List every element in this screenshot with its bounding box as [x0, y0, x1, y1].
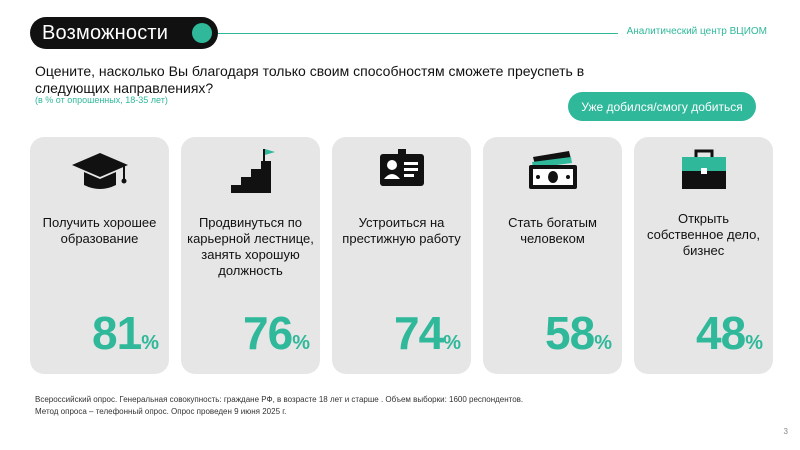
card-wealth: Стать богатым человеком 58%	[483, 137, 622, 374]
card-value: 48%	[696, 310, 763, 366]
card-value: 74%	[394, 310, 461, 366]
card-value-unit: %	[745, 332, 763, 354]
card-label: Стать богатым человеком	[508, 215, 597, 246]
accent-dot	[192, 23, 212, 43]
legend-label: Уже добился/смогу добиться	[581, 99, 743, 114]
card-value-unit: %	[141, 332, 159, 354]
card-label: Открыть собственное дело, бизнес	[646, 211, 760, 258]
money-bills-icon	[483, 147, 622, 197]
card-value-unit: %	[443, 332, 461, 354]
card-label: Получить хорошее образование	[42, 215, 157, 246]
methodology-note: Всероссийский опрос. Генеральная совокуп…	[35, 394, 523, 418]
section-title-pill: Возможности	[30, 17, 218, 49]
card-value-number: 48	[696, 307, 746, 359]
question-text: Оцените, насколько Вы благодаря только с…	[35, 63, 585, 96]
card-value: 58%	[545, 310, 612, 366]
methodology-line-1: Всероссийский опрос. Генеральная совокуп…	[35, 395, 524, 404]
card-business: Открыть собственное дело, бизнес 48%	[634, 137, 773, 374]
briefcase-icon	[634, 147, 773, 197]
card-value: 76%	[243, 310, 310, 366]
id-badge-icon	[332, 147, 471, 197]
org-name: Аналитический центр ВЦИОМ	[626, 26, 767, 37]
question-note: (в % от опрошенных, 18-35 лет)	[35, 95, 168, 105]
career-stairs-flag-icon	[181, 147, 320, 197]
card-value-number: 81	[92, 307, 142, 359]
card-education: Получить хорошее образование 81%	[30, 137, 169, 374]
card-career: Продвинуться по карьерной лестнице, заня…	[181, 137, 320, 374]
graduation-cap-icon	[30, 147, 169, 197]
header-divider	[218, 33, 618, 34]
cards-row: Получить хорошее образование 81% Продвин…	[30, 137, 775, 374]
card-value-unit: %	[594, 332, 612, 354]
legend-badge: Уже добился/смогу добиться	[568, 92, 756, 121]
section-title: Возможности	[42, 21, 169, 44]
card-job: Устроиться на престижную работу 74%	[332, 137, 471, 374]
methodology-line-2: Метод опроса – телефонный опрос. Опрос п…	[35, 407, 287, 416]
card-value-number: 74	[394, 307, 444, 359]
card-value: 81%	[92, 310, 159, 366]
card-value-number: 76	[243, 307, 293, 359]
page-number: 3	[783, 427, 788, 436]
card-value-number: 58	[545, 307, 595, 359]
card-label: Устроиться на престижную работу	[342, 215, 461, 246]
card-value-unit: %	[292, 332, 310, 354]
card-label: Продвинуться по карьерной лестнице, заня…	[187, 215, 314, 278]
